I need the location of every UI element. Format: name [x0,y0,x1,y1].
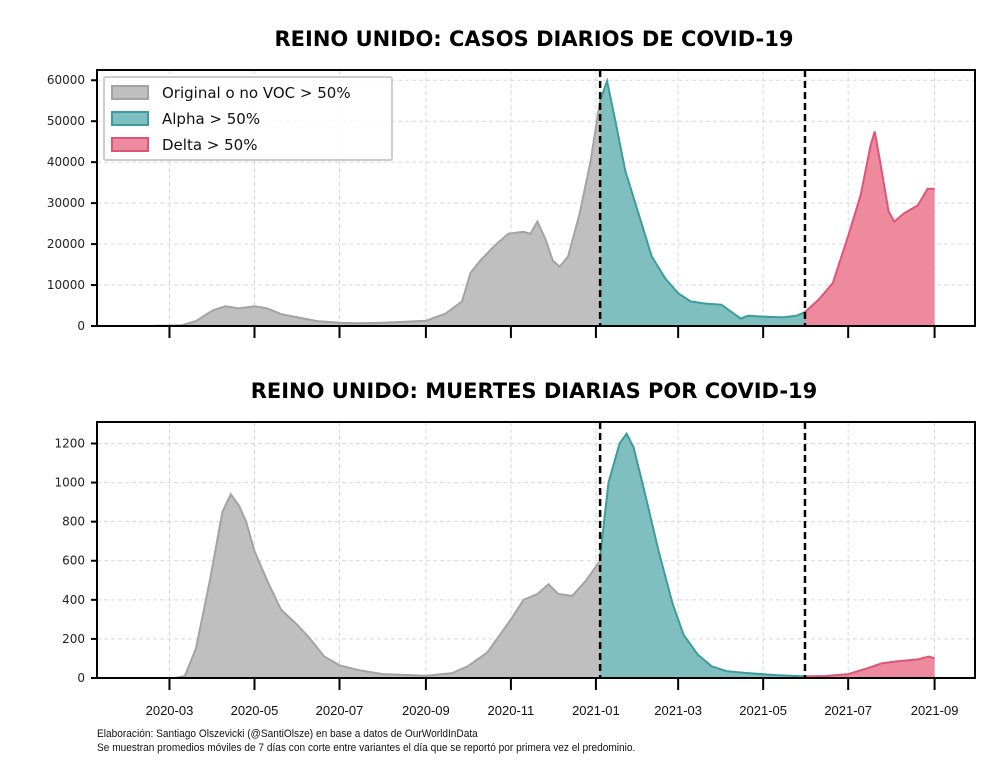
area-series [175,494,601,678]
footer-note: Se muestran promedios móviles de 7 días … [97,742,636,754]
x-tick-label: 2021-09 [911,703,959,718]
y-tick-label: 600 [62,554,85,568]
chart-panel-1: REINO UNIDO: CASOS DIARIOS DE COVID-19 0 1… [47,27,976,338]
y-tick-label: 800 [62,515,85,529]
series-line [599,77,806,320]
legend-label: Alpha > 50% [162,110,260,128]
legend-label: Original o no VOC > 50% [162,84,351,102]
y-tick-label: 40000 [47,155,85,169]
chart-title: REINO UNIDO: MUERTES DIARIAS POR COVID-1… [251,379,818,403]
y-tick-label: 400 [62,593,85,607]
y-tick-label: 50000 [47,114,85,128]
y-tick-label: 10000 [47,278,85,292]
legend-swatch [111,111,149,126]
y-tick-label: 0 [77,319,85,333]
x-tick-label: 2020-09 [402,703,450,718]
x-tick-label: 2021-01 [572,703,620,718]
y-tick-label: 60000 [47,73,85,87]
x-tick-label: 2020-07 [316,703,364,718]
y-tick-label: 1200 [54,436,85,450]
y-tick-label: 30000 [47,196,85,210]
area-series [600,81,805,326]
x-tick-label: 2021-05 [739,703,787,718]
series-line [148,100,602,327]
legend-swatch [111,137,149,152]
footer-credit: Elaboración: Santiago Olszevicki (@Santi… [97,728,478,740]
y-tick-label: 20000 [47,237,85,251]
x-tick-label: 2021-07 [824,703,872,718]
chart-title: REINO UNIDO: CASOS DIARIOS DE COVID-19 [275,27,794,51]
axes-frame [96,421,976,679]
legend-swatch [111,85,149,100]
legend-box [103,76,393,161]
series-line [804,131,935,313]
x-tick-label: 2020-11 [488,703,535,718]
series-line [599,431,806,678]
chart-panel-2: REINO UNIDO: MUERTES DIARIAS POR COVID-1… [54,379,976,718]
legend-label: Delta > 50% [162,136,257,154]
legend: Original o no VOC > 50% Alpha > 50% Delta … [103,76,393,161]
series-line [804,655,935,678]
area-series [600,433,805,678]
area-series [804,131,935,326]
area-series [148,100,601,326]
y-tick-label: 1000 [54,476,85,490]
x-tick-label: 2021-03 [654,703,702,718]
axes-frame [96,69,976,327]
x-tick-label: 2020-05 [231,703,279,718]
x-tick-label: 2020-03 [146,703,194,718]
series-line [174,492,601,679]
y-tick-label: 0 [77,671,85,685]
y-tick-label: 200 [62,632,85,646]
